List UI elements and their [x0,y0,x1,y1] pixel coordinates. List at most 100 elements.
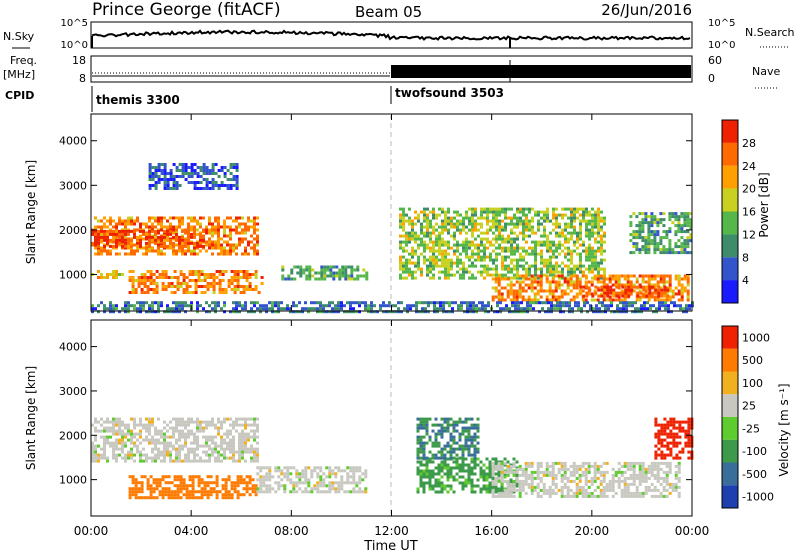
power-cell [128,291,132,294]
power-cell [611,298,615,302]
power-cell [540,258,543,262]
power-cell [131,279,135,282]
power-cell [592,307,595,311]
power-cell [218,291,222,294]
velocity-cell [253,438,256,442]
power-cell [647,298,651,302]
power-cell [432,216,435,220]
power-cell [534,243,537,247]
velocity-cell [106,438,109,442]
velocity-cell [196,444,199,448]
power-cell [432,213,435,217]
velocity-cell [157,432,160,436]
power-cell [474,246,477,250]
power-cell [638,227,642,231]
power-cell [600,249,603,253]
velocity-cell [179,490,183,494]
power-cell [510,219,513,223]
power-cell [179,270,183,273]
velocity-cell [232,444,235,448]
power-cell [217,301,220,305]
velocity-cell [488,490,492,494]
velocity-cell [142,447,145,451]
velocity-cell [319,475,323,479]
power-cell [552,249,555,253]
power-cell [677,227,681,231]
power-cell [527,277,531,281]
power-cell [200,270,204,273]
velocity-cell [518,467,522,471]
power-cell [388,310,391,314]
power-cell [519,264,522,268]
power-cell [100,219,103,223]
power-cell [209,276,213,279]
velocity-cell [259,475,263,479]
power-cell [429,222,432,226]
power-cell [97,246,100,250]
power-cell [472,307,475,311]
power-cell [414,237,417,241]
power-cell [146,276,150,279]
velocity-cell [322,484,326,488]
power-cell [235,252,238,256]
power-cell [558,252,561,256]
velocity-cell [250,423,253,427]
power-cell [212,282,216,285]
power-cell [154,169,158,172]
power-cell [565,304,568,308]
power-cell [157,163,161,166]
power-cell [504,225,507,229]
power-cell [552,207,555,211]
power-cell [550,304,553,308]
power-cell [229,249,232,253]
power-cell [221,270,225,273]
power-cell [507,237,510,241]
power-cell [154,310,157,314]
velocity-cell [130,447,133,451]
power-cell [112,276,115,279]
power-cell [650,274,654,278]
power-cell [680,224,684,228]
power-cell [677,283,681,287]
velocity-cell [434,472,438,476]
power-cell [511,310,514,314]
power-cell [193,216,196,220]
power-cell [178,163,182,166]
power-cell [654,291,658,295]
power-cell [151,301,154,305]
velocity-cell [419,441,423,445]
velocity-cell [440,484,444,488]
velocity-cell [148,426,151,430]
power-cell [250,234,253,238]
velocity-cell [551,467,555,471]
power-cell [591,294,595,298]
power-cell [631,304,634,308]
velocity-cell [133,459,136,463]
velocity-cell [488,484,492,488]
power-cell [103,235,106,239]
velocity-cell [527,464,531,468]
velocity-cell [179,484,183,488]
power-cell [211,166,215,169]
power-cell [429,246,432,250]
power-cell [567,258,570,262]
velocity-cell [334,481,338,485]
power-cell [406,307,409,311]
velocity-cell [148,423,151,427]
power-cell [628,301,631,305]
velocity-cell [416,441,420,445]
velocity-cell [596,464,600,468]
freq-left-tick-top: 18 [72,54,86,67]
velocity-cell [259,469,263,473]
power-cell [399,267,402,271]
power-cell [498,213,501,217]
velocity-cell [248,478,252,482]
power-cell [148,304,151,308]
velocity-cell [560,491,564,495]
power-cell [453,210,456,214]
power-cell [537,210,540,214]
power-cell [151,240,154,244]
velocity-cell [205,426,208,430]
power-cell [540,267,543,271]
velocity-cell [416,472,420,476]
